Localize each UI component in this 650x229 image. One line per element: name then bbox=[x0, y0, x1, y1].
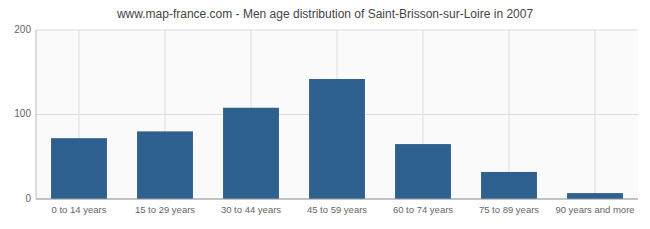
title: www.map-france.com - Men age distributio… bbox=[116, 7, 534, 21]
y-axis-line bbox=[36, 30, 37, 199]
x-tick-label: 30 to 44 years bbox=[221, 204, 281, 215]
y-tick-label: 100 bbox=[14, 108, 31, 119]
bar bbox=[51, 138, 107, 199]
x-tick-label: 75 to 89 years bbox=[479, 204, 539, 215]
plot-area bbox=[36, 30, 638, 199]
x-grid-line bbox=[595, 30, 596, 199]
bar bbox=[137, 131, 193, 199]
bar bbox=[481, 172, 537, 199]
y-grid-line bbox=[36, 199, 638, 200]
x-tick-label: 45 to 59 years bbox=[307, 204, 367, 215]
bar bbox=[309, 79, 365, 199]
bar bbox=[395, 144, 451, 199]
chart: 0 100 200 0 to 14 years 15 to 29 years 30 to … bbox=[0, 0, 650, 229]
bar bbox=[223, 108, 279, 199]
x-tick-label: 60 to 74 years bbox=[393, 204, 453, 215]
bars bbox=[51, 79, 623, 199]
x-tick-label: 90 years and more bbox=[555, 204, 634, 215]
bar bbox=[567, 193, 623, 199]
x-axis-line bbox=[36, 199, 638, 200]
x-tick-label: 0 to 14 years bbox=[52, 204, 107, 215]
y-tick-label: 0 bbox=[25, 193, 31, 204]
grid bbox=[36, 30, 638, 199]
y-tick-label: 200 bbox=[14, 24, 31, 35]
x-tick-label: 15 to 29 years bbox=[135, 204, 195, 215]
